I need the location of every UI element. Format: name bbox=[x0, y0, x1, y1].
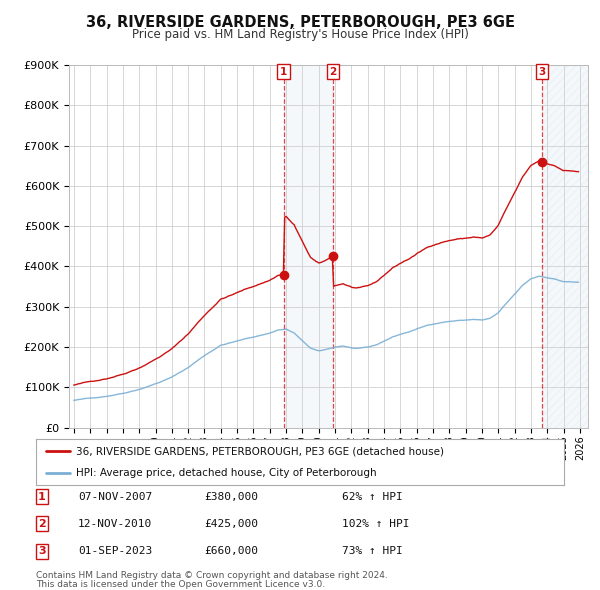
Bar bbox=[542, 65, 588, 428]
Text: 1: 1 bbox=[280, 67, 287, 77]
Text: 3: 3 bbox=[538, 67, 545, 77]
Text: 102% ↑ HPI: 102% ↑ HPI bbox=[342, 519, 409, 529]
Bar bbox=[284, 65, 333, 428]
Text: £425,000: £425,000 bbox=[204, 519, 258, 529]
Text: 12-NOV-2010: 12-NOV-2010 bbox=[78, 519, 152, 529]
Text: £660,000: £660,000 bbox=[204, 546, 258, 556]
Text: £380,000: £380,000 bbox=[204, 492, 258, 502]
Text: Contains HM Land Registry data © Crown copyright and database right 2024.: Contains HM Land Registry data © Crown c… bbox=[36, 571, 388, 580]
Text: Price paid vs. HM Land Registry's House Price Index (HPI): Price paid vs. HM Land Registry's House … bbox=[131, 28, 469, 41]
Text: HPI: Average price, detached house, City of Peterborough: HPI: Average price, detached house, City… bbox=[76, 467, 376, 477]
Text: This data is licensed under the Open Government Licence v3.0.: This data is licensed under the Open Gov… bbox=[36, 579, 325, 589]
Text: 3: 3 bbox=[38, 546, 46, 556]
Text: 36, RIVERSIDE GARDENS, PETERBOROUGH, PE3 6GE (detached house): 36, RIVERSIDE GARDENS, PETERBOROUGH, PE3… bbox=[76, 447, 443, 457]
Text: 01-SEP-2023: 01-SEP-2023 bbox=[78, 546, 152, 556]
Text: 36, RIVERSIDE GARDENS, PETERBOROUGH, PE3 6GE: 36, RIVERSIDE GARDENS, PETERBOROUGH, PE3… bbox=[86, 15, 515, 30]
Text: 07-NOV-2007: 07-NOV-2007 bbox=[78, 492, 152, 502]
Text: 1: 1 bbox=[38, 492, 46, 502]
Text: 2: 2 bbox=[329, 67, 337, 77]
Text: 62% ↑ HPI: 62% ↑ HPI bbox=[342, 492, 403, 502]
Text: 73% ↑ HPI: 73% ↑ HPI bbox=[342, 546, 403, 556]
Text: 2: 2 bbox=[38, 519, 46, 529]
